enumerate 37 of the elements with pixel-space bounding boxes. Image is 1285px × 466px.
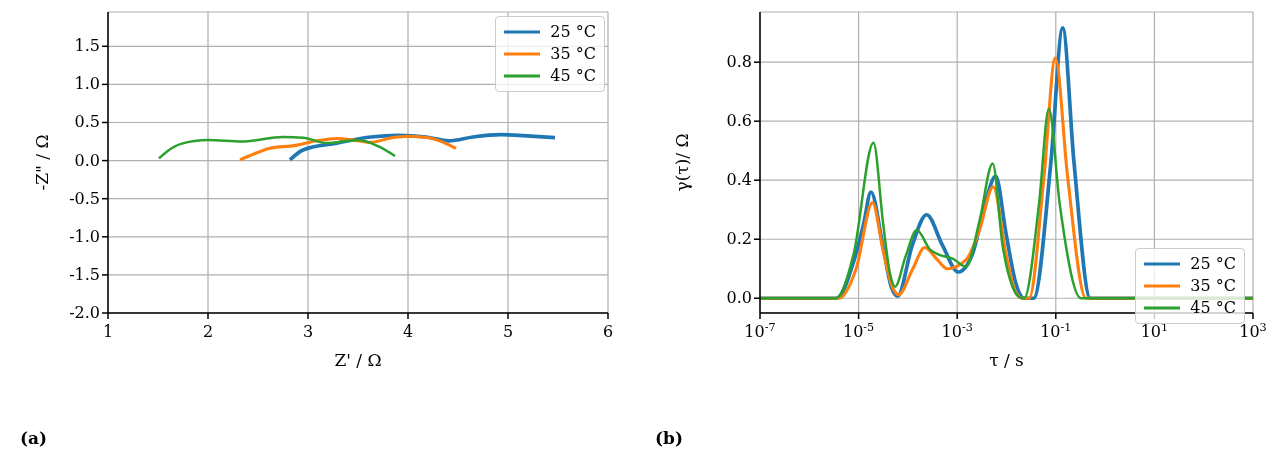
y-tick-label: 0.4: [726, 170, 752, 190]
y-axis-title: γ(τ)/ Ω: [672, 133, 693, 192]
y-tick-label: -1.5: [69, 264, 100, 284]
x-tick-label: 10$^{-3}$: [941, 320, 973, 341]
legend-label: 25 °C: [550, 21, 596, 43]
y-tick-label: 0.6: [726, 111, 752, 131]
y-tick-label: 0.0: [74, 150, 100, 170]
text: (a): [20, 428, 48, 448]
x-axis-title: Z' / Ω: [334, 350, 382, 370]
x-tick-label: 6: [602, 322, 614, 341]
text: (b): [655, 428, 683, 448]
x-tick-label: 5: [502, 322, 514, 341]
y-tick-label: -1.0: [69, 226, 100, 246]
y-tick-label: 0.2: [726, 229, 752, 249]
x-tick-label: 1: [102, 322, 114, 341]
legend-label: 45 °C: [550, 65, 596, 87]
y-tick-label: 0.5: [74, 112, 100, 132]
line-series: [157, 135, 397, 160]
legend-label: 35 °C: [550, 43, 596, 65]
legend-label: 25 °C: [1190, 253, 1236, 275]
x-tick-label: 10$^{-7}$: [744, 320, 776, 341]
x-tick-label: 4: [402, 322, 414, 341]
y-tick-label: -2.0: [69, 303, 100, 322]
x-tick-label: 2: [202, 322, 214, 341]
y-axis-title: -Z" / Ω: [32, 134, 53, 191]
y-tick-label: 1.5: [74, 36, 100, 56]
y-tick-label: -0.5: [69, 188, 100, 208]
x-axis-title: τ / s: [989, 350, 1024, 370]
x-tick-label: 10$^{-5}$: [842, 320, 875, 341]
y-tick-label: 0.8: [726, 52, 752, 72]
legend-label: 45 °C: [1190, 297, 1236, 319]
x-tick-label: 3: [302, 322, 314, 341]
x-tick-label: 10$^{3}$: [1239, 320, 1267, 341]
y-tick-label: 0.0: [726, 288, 752, 308]
x-tick-label: 10$^{-1}$: [1040, 320, 1072, 341]
y-tick-label: 1.0: [74, 74, 100, 94]
legend-label: 35 °C: [1190, 275, 1236, 297]
